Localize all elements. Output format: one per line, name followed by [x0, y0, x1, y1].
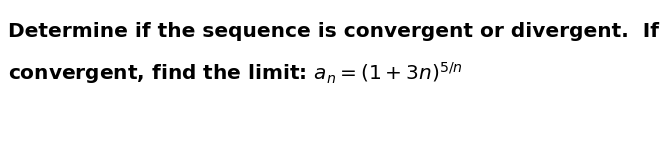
Text: convergent, find the limit: $a_n = (1+3n)^{5/n}$: convergent, find the limit: $a_n = (1+3n… [8, 60, 463, 86]
Text: Determine if the sequence is convergent or divergent.  If it is: Determine if the sequence is convergent … [8, 22, 662, 41]
